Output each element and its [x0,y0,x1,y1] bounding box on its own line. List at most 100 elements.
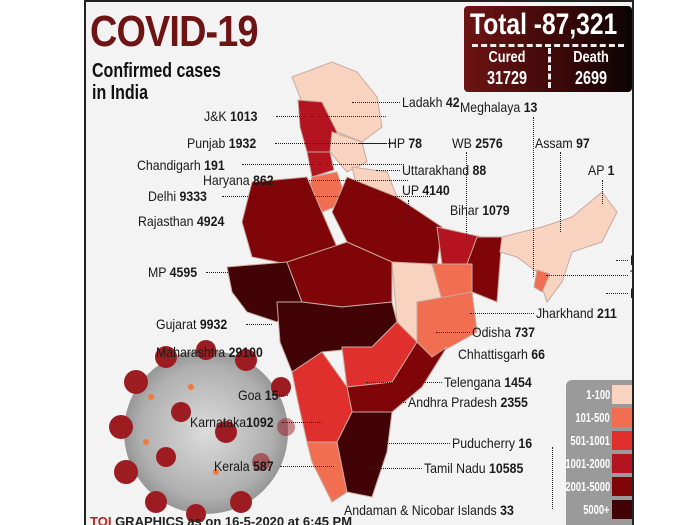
subtitle-line-1: Confirmed cases [92,60,221,82]
death-value: 2699 [574,68,608,88]
legend-item: 5000+ [566,499,632,521]
label-jk: J&K 1013 [204,108,258,124]
region-northeast [499,191,618,304]
legend-swatch [612,408,632,427]
divider [472,44,624,47]
legend-swatch [612,431,632,450]
leader-line [242,164,404,165]
label-mizoram: Mizoram 1 [630,285,632,301]
legend-swatch [612,454,632,473]
leader-line [370,468,422,469]
page-title: COVID-19 [90,7,259,56]
region-kerala [306,441,348,503]
label-assam: Assam 97 [535,135,590,151]
leader-line [358,143,386,144]
leader-line [533,117,534,277]
leader-line [436,332,470,333]
leader-line [602,180,603,204]
legend-swatch [612,477,632,496]
label-gujarat: Gujarat 9932 [156,316,228,332]
label-wb: WB 2576 [452,135,503,151]
subtitle: Confirmed cases in India [92,60,221,104]
leader-line [246,221,302,222]
coronavirus-illustration [109,340,295,522]
brand-logo: TOI [90,514,112,525]
region-karnataka [291,351,353,443]
leader-line [376,170,400,171]
legend: 1-100 101-500 501-1001 1001-2000 2001-50… [565,380,632,525]
infographic-card: COVID-19 Confirmed cases in India Total … [84,0,634,525]
label-hp: HP 78 [388,135,423,151]
legend-item: 501-1001 [566,430,632,452]
region-odisha [416,291,478,358]
label-chandigarh: Chandigarh 191 [137,157,225,173]
source-label: GRAPHICS [115,514,184,525]
divider [548,48,551,88]
label-jharkhand: Jharkhand 211 [536,305,617,321]
label-andhra: Andhra Pradesh 2355 [408,394,528,410]
death-label: Death [573,49,609,66]
region-wb [466,236,503,303]
credit-line: TOI GRAPHICS as on 16-5-2020 at 6:45 PM [90,514,352,525]
label-ap: AP 1 [588,162,615,178]
leader-line [276,116,386,117]
leader-line [552,447,553,509]
leader-line [282,422,322,423]
leader-line [272,395,288,396]
leader-line [206,272,236,273]
label-ladakh: Ladakh 42 [402,94,460,110]
leader-line [466,152,467,242]
total-cases: Total -87,321 [470,8,618,41]
label-haryana: Haryana 862 [203,172,274,188]
legend-swatch [612,500,632,519]
label-delhi: Delhi 9333 [148,188,207,204]
leader-line [470,313,534,314]
leader-line [366,382,442,383]
cured-stat: Cured 31729 [479,48,535,88]
label-tamil-nadu: Tamil Nadu 10585 [424,460,524,476]
leader-line [560,152,561,232]
leader-line [275,143,395,144]
legend-item: 1-100 [566,384,632,406]
india-map [226,61,618,503]
legend-swatch [612,385,632,404]
leader-line [222,196,430,197]
leader-line [280,466,334,467]
label-chhattisgarh: Chhattisgarh 66 [458,346,545,362]
totals-box: Total -87,321 Cured 31729 Death 2699 [464,6,632,92]
leader-line [286,180,408,181]
leader-line [616,260,628,261]
label-bihar: Bihar 1079 [450,202,510,218]
legend-item: 1001-2000 [565,453,632,475]
subtitle-line-2: in India [92,82,148,104]
label-puducherry: Puducherry 16 [452,435,533,451]
leader-line [356,402,406,403]
region-hp [329,131,368,173]
label-goa: Goa 15 [238,387,279,403]
legend-item: 2001-5000 [565,476,632,498]
label-odisha: Odisha 737 [472,324,536,340]
leader-line [546,275,628,276]
leader-line [386,443,450,444]
death-stat: Death 2699 [563,48,619,88]
label-kerala: Kerala 587 [214,458,274,474]
leader-line [246,324,272,325]
label-manipur: Manipur 6 [630,252,632,268]
label-uttarakhand: Uttarakhand 88 [402,162,487,178]
cured-label: Cured [488,49,526,66]
label-punjab: Punjab 1932 [187,135,257,151]
cured-value: 31729 [486,68,528,88]
leader-line [606,293,628,294]
label-rajasthan: Rajasthan 4924 [138,213,225,229]
region-tamil-nadu [336,411,393,498]
label-telengana: Telengana 1454 [444,374,532,390]
label-maharashtra: Maharashtra 29100 [156,344,263,360]
label-tripura: Tripura 167 [630,267,632,283]
timestamp: as on 16-5-2020 at 6:45 PM [187,514,353,525]
leader-line [408,200,409,220]
label-andaman: Andaman & Nicobar Islands 33 [344,502,514,518]
label-karnataka: Karnataka1092 [190,414,274,430]
legend-item: 101-500 [566,407,632,429]
label-meghalaya: Meghalaya 13 [460,99,538,115]
leader-line [352,102,400,103]
